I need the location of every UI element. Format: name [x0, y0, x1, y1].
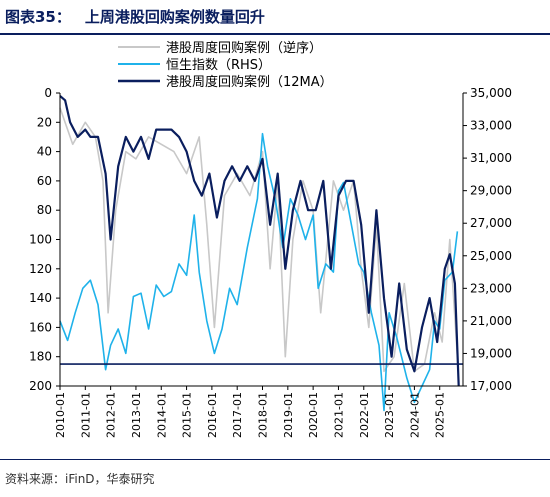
legend-label: 港股周度回购案例（逆序） — [166, 40, 322, 56]
left-tick-label: 0 — [44, 86, 52, 100]
right-tick-label: 21,000 — [470, 314, 512, 328]
right-tick-label: 33,000 — [470, 119, 512, 133]
left-tick-label: 120 — [29, 262, 52, 276]
right-tick-label: 29,000 — [470, 184, 512, 198]
right-tick-label: 23,000 — [470, 281, 512, 295]
x-tick-label: 2015-01 — [181, 392, 194, 438]
source-note: 资料来源：iFinD，华泰研究 — [5, 472, 155, 486]
x-tick-label: 2011-01 — [79, 392, 92, 438]
x-tick-label: 2010-01 — [54, 392, 67, 438]
figure-title: 图表35： 上周港股回购案例数量回升 — [5, 6, 265, 27]
left-tick-label: 80 — [37, 203, 52, 217]
left-tick-label: 140 — [29, 291, 52, 305]
x-tick-label: 2025-01 — [434, 392, 447, 438]
figure-title-text: 上周港股回购案例数量回升 — [84, 8, 265, 26]
series-line-2 — [59, 132, 459, 412]
x-tick-label: 2017-01 — [231, 392, 244, 438]
right-tick-label: 27,000 — [470, 216, 512, 230]
x-tick-label: 2016-01 — [206, 392, 219, 438]
source-rule — [0, 459, 550, 460]
x-tick-label: 2020-01 — [307, 392, 320, 438]
left-tick-label: 160 — [29, 320, 52, 334]
right-tick-label: 35,000 — [470, 86, 512, 100]
right-tick-label: 31,000 — [470, 151, 512, 165]
legend-label: 恒生指数（RHS） — [166, 58, 271, 73]
figure-number: 图表35： — [5, 8, 71, 26]
left-tick-label: 100 — [29, 233, 52, 247]
right-tick-label: 17,000 — [470, 379, 512, 393]
x-tick-label: 2018-01 — [257, 392, 270, 438]
x-tick-label: 2019-01 — [282, 392, 295, 438]
x-tick-label: 2012-01 — [105, 392, 118, 438]
left-tick-label: 180 — [29, 350, 52, 364]
left-tick-label: 200 — [29, 379, 52, 393]
left-tick-label: 20 — [37, 115, 52, 129]
dual-axis-line-chart: 0 20 40 60 80 100 120 140 160 180 200 17,000 19,000 2… — [29, 40, 512, 438]
x-tick-label: 2022-01 — [358, 392, 371, 438]
x-tick-label: 2024-01 — [408, 392, 421, 438]
x-tick-label: 2023-01 — [383, 392, 396, 438]
left-tick-label: 60 — [37, 174, 52, 188]
title-rule — [0, 33, 550, 35]
series-line-1 — [59, 107, 459, 373]
x-tick-label: 2014-01 — [155, 392, 168, 438]
left-tick-label: 40 — [37, 145, 52, 159]
legend-label: 港股周度回购案例（12MA） — [166, 74, 333, 90]
series-line-3 — [59, 95, 460, 387]
right-tick-label: 19,000 — [470, 346, 512, 360]
right-tick-label: 25,000 — [470, 249, 512, 263]
x-tick-label: 2021-01 — [332, 392, 345, 438]
x-tick-label: 2013-01 — [130, 392, 143, 438]
